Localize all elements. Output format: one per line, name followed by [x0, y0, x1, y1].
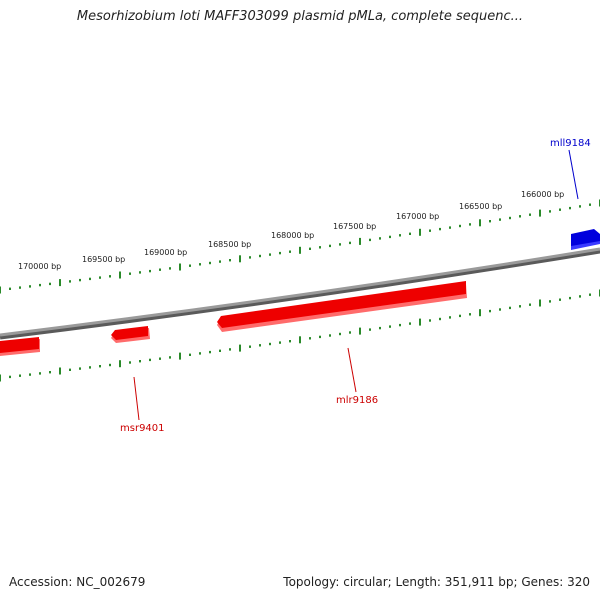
- scale-label-167500: 167500 bp: [333, 222, 376, 231]
- backbone: [0, 247, 600, 337]
- leader-msr9401: [133, 376, 140, 421]
- gene-label-msr9401[interactable]: msr9401: [120, 423, 165, 434]
- gene-label-mlr9186[interactable]: mlr9186: [336, 395, 378, 406]
- inner-tick-track: [0, 289, 600, 382]
- scale-label-166000: 166000 bp: [521, 190, 564, 199]
- gene-label-mll9184[interactable]: mll9184: [550, 138, 591, 149]
- scale-label-169500: 169500 bp: [82, 255, 125, 264]
- gene-left-edge[interactable]: [0, 337, 40, 356]
- gene-mll9184[interactable]: [571, 229, 600, 250]
- accession-text: Accession: NC_002679: [9, 575, 146, 589]
- leader-mll9184: [568, 149, 579, 200]
- scale-label-166500: 166500 bp: [459, 202, 502, 211]
- scale-label-170000: 170000 bp: [18, 262, 61, 271]
- outer-tick-track: [0, 199, 600, 294]
- gene-mlr9186[interactable]: [217, 281, 467, 332]
- scale-label-168500: 168500 bp: [208, 240, 251, 249]
- leader-mlr9186: [347, 347, 357, 393]
- scale-label-167000: 167000 bp: [396, 212, 439, 221]
- summary-text: Topology: circular; Length: 351,911 bp; …: [283, 575, 590, 589]
- scale-labels: 166000 bp 166500 bp 167000 bp 167500 bp …: [18, 190, 564, 271]
- gene-msr9401[interactable]: [111, 326, 150, 343]
- scale-label-168000: 168000 bp: [271, 231, 314, 240]
- map-title: Mesorhizobium loti MAFF303099 plasmid pM…: [76, 9, 524, 24]
- scale-label-169000: 169000 bp: [144, 248, 187, 257]
- backbone-shadow: [0, 248, 600, 340]
